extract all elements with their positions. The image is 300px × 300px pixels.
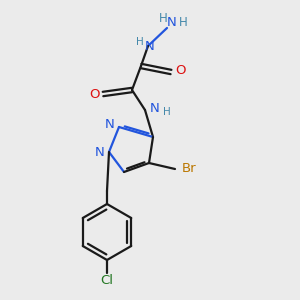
Text: H: H <box>159 11 167 25</box>
Text: H: H <box>163 107 171 117</box>
Text: N: N <box>95 146 105 158</box>
Text: H: H <box>136 37 144 47</box>
Text: N: N <box>150 101 160 115</box>
Text: N: N <box>145 40 155 52</box>
Text: O: O <box>175 64 185 76</box>
Text: H: H <box>178 16 188 29</box>
Text: N: N <box>105 118 115 131</box>
Text: Br: Br <box>182 163 196 176</box>
Text: N: N <box>167 16 177 29</box>
Text: Cl: Cl <box>100 274 113 286</box>
Text: O: O <box>89 88 99 100</box>
